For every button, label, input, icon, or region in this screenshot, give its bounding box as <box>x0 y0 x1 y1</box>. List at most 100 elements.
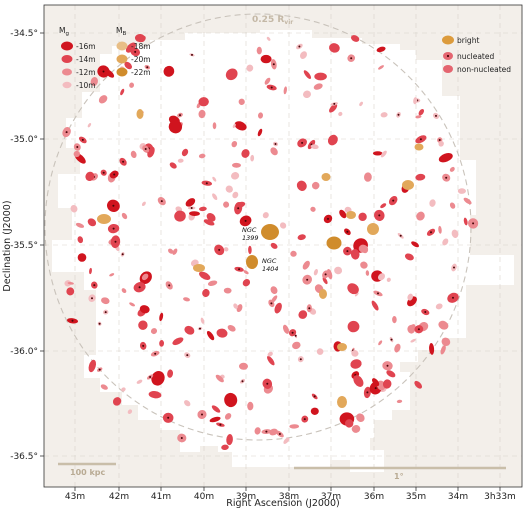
dwarf-galaxy <box>199 206 207 212</box>
x-tick-label-0: 43m <box>65 492 85 502</box>
legend-mb-marker-0 <box>116 41 128 51</box>
dwarf-galaxy <box>360 261 368 269</box>
dwarf-galaxy <box>202 288 210 298</box>
bright-galaxy <box>346 211 356 219</box>
dwarf-galaxy <box>67 281 74 285</box>
dwarf-galaxy <box>329 43 340 53</box>
dwarf-galaxy <box>290 250 297 257</box>
nucleus-dot <box>417 328 420 331</box>
nucleus-dot <box>241 380 244 383</box>
dwarf-galaxy <box>231 140 238 148</box>
dwarf-galaxy <box>435 303 443 310</box>
dwarf-galaxy <box>407 293 414 301</box>
legend-nucleus-dot <box>446 54 450 58</box>
dwarf-galaxy <box>198 97 209 107</box>
bright-galaxy <box>246 255 258 269</box>
dwarf-galaxy <box>361 245 369 254</box>
dwarf-galaxy <box>167 369 174 378</box>
dwarf-galaxy <box>274 302 282 314</box>
nucleus-dot <box>386 364 389 367</box>
nucleus-dot <box>453 266 455 269</box>
dwarf-galaxy <box>223 287 232 294</box>
nucleus-dot <box>392 199 395 202</box>
nucleus-dot <box>278 433 281 435</box>
ngc1404-id: 1404 <box>262 265 279 273</box>
legend-mb-label-2: -22m <box>131 68 151 77</box>
dwarf-galaxy <box>327 134 338 146</box>
nucleus-dot <box>424 311 427 313</box>
nucleus-dot <box>294 334 297 337</box>
dwarf-galaxy <box>88 359 97 373</box>
dwarf-galaxy <box>322 277 328 285</box>
dwarf-galaxy <box>127 409 133 415</box>
dwarf-galaxy <box>283 86 287 95</box>
dwarf-galaxy <box>380 203 387 209</box>
dwarf-galaxy <box>396 399 403 404</box>
dwarf-galaxy <box>225 185 233 193</box>
dwarf-galaxy <box>140 35 146 42</box>
nucleus-dot <box>98 322 101 325</box>
dwarf-galaxy <box>223 201 230 208</box>
dwarf-galaxy <box>415 173 426 181</box>
dwarf-galaxy <box>104 69 115 78</box>
nucleus-dot <box>102 171 105 174</box>
dwarf-galaxy <box>463 217 468 226</box>
dwarf-galaxy <box>136 379 143 384</box>
dwarf-galaxy <box>377 273 386 281</box>
legend-mb-label-0: -18m <box>131 42 151 51</box>
legend-mb-title: MB <box>116 26 126 37</box>
dwarf-galaxy <box>386 370 396 378</box>
nucleus-dot <box>205 182 208 185</box>
nucleus-dot <box>445 176 448 179</box>
dwarf-galaxy <box>292 341 301 350</box>
nucleus-dot <box>435 114 437 117</box>
dwarf-galaxy <box>241 149 250 158</box>
dwarf-galaxy <box>120 88 125 96</box>
circle-label: 0.25 Rvir <box>252 15 293 26</box>
dwarf-galaxy <box>457 188 466 194</box>
legend-mg-label-3: -10m <box>76 81 96 90</box>
dwarf-galaxy <box>351 35 360 42</box>
nucleus-dot <box>301 141 304 144</box>
nucleus-dot <box>201 413 203 416</box>
dwarf-galaxy <box>282 324 290 334</box>
nucleus-dot <box>142 344 145 347</box>
nucleus-dot <box>265 430 268 433</box>
nucleus-dot <box>144 148 147 150</box>
dwarf-galaxy <box>429 343 435 355</box>
dwarf-galaxy <box>129 82 135 88</box>
dwarf-galaxy <box>257 128 263 137</box>
dwarf-galaxy <box>243 270 249 275</box>
dwarf-galaxy <box>266 36 271 41</box>
nucleus-dot <box>303 418 306 421</box>
nucleus-dot <box>350 57 353 60</box>
nucleus-dot <box>430 231 432 234</box>
dwarf-galaxy <box>407 324 416 334</box>
dwarf-galaxy <box>371 300 379 311</box>
bright-galaxy <box>337 396 347 408</box>
dwarf-galaxy <box>221 444 229 451</box>
dwarf-galaxy <box>438 153 453 163</box>
dwarf-galaxy <box>236 304 243 313</box>
dwarf-galaxy <box>256 46 262 55</box>
dwarf-galaxy <box>212 193 218 201</box>
nucleus-dot <box>102 70 105 73</box>
nucleus-dot <box>270 86 273 89</box>
dwarf-galaxy <box>415 115 422 119</box>
dwarf-galaxy <box>231 172 240 180</box>
dwarf-galaxy <box>177 158 184 163</box>
dwarf-galaxy <box>172 337 184 346</box>
x-tick-label-5: 38m <box>279 492 299 502</box>
nucleus-dot <box>138 286 141 289</box>
dwarf-galaxy <box>206 212 216 222</box>
nucleus-dot <box>186 354 189 357</box>
dwarf-galaxy <box>347 320 360 333</box>
dwarf-galaxy <box>441 337 451 346</box>
nucleus-dot <box>390 338 393 341</box>
bright-galaxy <box>136 109 144 119</box>
legend-type: bright nucleated non-nucleated <box>442 35 511 74</box>
dwarf-galaxy <box>130 150 137 159</box>
bright-galaxy <box>367 223 379 235</box>
x-tick-label-7: 36m <box>364 492 384 502</box>
dwarf-galaxy <box>334 266 343 275</box>
